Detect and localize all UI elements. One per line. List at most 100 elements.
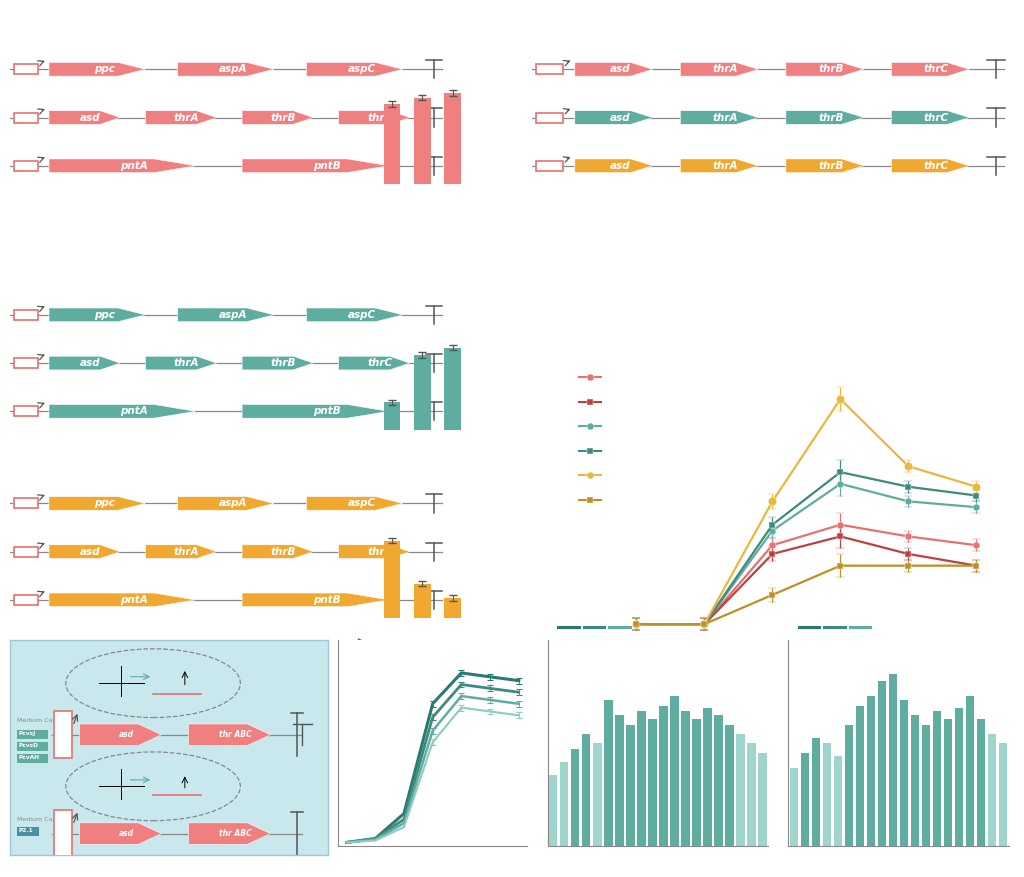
Bar	[955, 708, 964, 846]
Bar	[16, 742, 48, 751]
Text: aspC: aspC	[348, 310, 376, 320]
Bar	[988, 734, 996, 846]
Text: PcvAH: PcvAH	[18, 755, 39, 759]
FancyArrow shape	[892, 111, 969, 125]
Bar	[537, 112, 563, 123]
Text: thrB: thrB	[270, 358, 296, 368]
FancyArrow shape	[145, 545, 217, 559]
FancyArrow shape	[574, 111, 652, 125]
Text: thrB: thrB	[818, 112, 844, 123]
Bar	[715, 715, 723, 846]
FancyArrow shape	[339, 111, 410, 125]
Text: thrC: thrC	[924, 160, 949, 171]
FancyArrow shape	[178, 308, 274, 322]
FancyArrow shape	[80, 724, 162, 745]
Bar	[444, 93, 461, 184]
Bar	[604, 700, 612, 846]
FancyArrow shape	[49, 545, 120, 559]
Text: pntB: pntB	[312, 160, 340, 171]
Bar	[16, 754, 48, 763]
Text: ppc: ppc	[94, 64, 115, 75]
FancyArrow shape	[49, 111, 120, 125]
FancyArrow shape	[242, 545, 313, 559]
Text: thrC: thrC	[924, 64, 949, 75]
Bar	[13, 160, 38, 171]
Text: thrB: thrB	[270, 546, 296, 557]
Bar	[414, 583, 431, 618]
Text: P2.1: P2.1	[18, 828, 33, 833]
FancyArrow shape	[680, 62, 758, 76]
FancyArrow shape	[80, 823, 162, 845]
Text: pntB: pntB	[312, 595, 340, 605]
Bar	[659, 706, 668, 846]
Bar	[444, 598, 461, 618]
Text: aspC: aspC	[348, 498, 376, 509]
FancyArrow shape	[574, 159, 652, 173]
FancyArrow shape	[680, 111, 758, 125]
Bar	[812, 738, 820, 846]
FancyArrow shape	[306, 308, 402, 322]
Bar	[583, 734, 591, 846]
Bar	[444, 347, 461, 430]
Text: pntA: pntA	[120, 160, 147, 171]
Text: asd: asd	[119, 731, 134, 739]
FancyArrow shape	[785, 111, 863, 125]
FancyArrow shape	[242, 593, 388, 607]
Text: pntB: pntB	[312, 406, 340, 417]
FancyArrow shape	[49, 159, 196, 173]
Bar	[571, 749, 580, 846]
Bar	[856, 706, 864, 846]
Bar	[759, 752, 767, 846]
Text: asd: asd	[80, 358, 100, 368]
FancyArrow shape	[306, 62, 402, 76]
Bar	[13, 358, 38, 368]
Bar	[16, 731, 48, 739]
Bar	[615, 715, 624, 846]
FancyArrow shape	[145, 111, 217, 125]
Text: thrC: thrC	[924, 112, 949, 123]
Bar	[944, 719, 952, 846]
FancyArrow shape	[339, 545, 410, 559]
Bar	[13, 310, 38, 320]
Bar	[16, 827, 39, 836]
Text: thrA: thrA	[174, 358, 200, 368]
Text: asd: asd	[119, 829, 134, 838]
FancyArrow shape	[339, 356, 410, 370]
Bar	[911, 715, 920, 846]
Bar	[537, 160, 563, 171]
Bar	[823, 743, 831, 846]
Bar	[790, 767, 798, 846]
Bar	[867, 696, 876, 846]
Text: thrC: thrC	[368, 546, 392, 557]
Text: asd: asd	[609, 160, 630, 171]
FancyArrow shape	[145, 356, 217, 370]
FancyArrow shape	[178, 496, 274, 510]
Bar	[384, 103, 400, 184]
Bar	[13, 406, 38, 417]
Bar	[900, 700, 908, 846]
Text: thrB: thrB	[818, 64, 844, 75]
FancyArrow shape	[49, 496, 145, 510]
Text: thr ABC: thr ABC	[219, 829, 252, 838]
Bar	[703, 708, 712, 846]
Bar	[560, 762, 568, 846]
Bar	[692, 719, 700, 846]
Text: aspA: aspA	[219, 498, 248, 509]
Bar	[922, 724, 930, 846]
Text: thrB: thrB	[818, 160, 844, 171]
Bar	[627, 724, 635, 846]
FancyArrow shape	[574, 62, 652, 76]
FancyArrow shape	[242, 404, 388, 418]
Text: thrC: thrC	[368, 112, 392, 123]
Text: PcvsD: PcvsD	[18, 743, 38, 748]
Bar	[725, 724, 733, 846]
Text: PcvsJ: PcvsJ	[18, 731, 36, 736]
FancyArrow shape	[680, 159, 758, 173]
FancyArrow shape	[49, 308, 145, 322]
Text: asd: asd	[609, 64, 630, 75]
Text: pntA: pntA	[120, 595, 147, 605]
Text: thr ABC: thr ABC	[219, 731, 252, 739]
Bar	[537, 64, 563, 75]
Bar	[878, 681, 886, 846]
Text: aspA: aspA	[219, 310, 248, 320]
